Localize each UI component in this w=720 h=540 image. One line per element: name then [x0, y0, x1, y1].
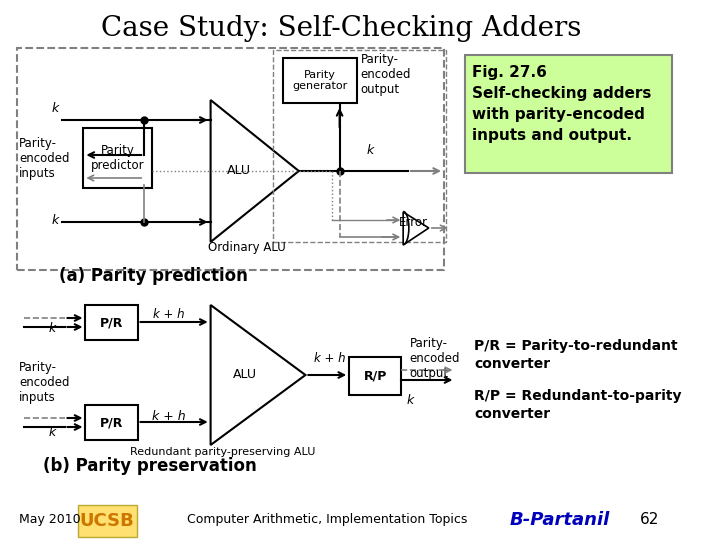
- FancyBboxPatch shape: [283, 58, 356, 103]
- Text: May 2010: May 2010: [19, 514, 80, 526]
- FancyBboxPatch shape: [86, 305, 138, 340]
- Text: Ordinary ALU: Ordinary ALU: [208, 241, 286, 254]
- Text: P/R: P/R: [100, 316, 123, 329]
- FancyBboxPatch shape: [86, 405, 138, 440]
- Text: R/P: R/P: [364, 369, 387, 382]
- FancyBboxPatch shape: [349, 357, 401, 395]
- Text: P/R: P/R: [100, 416, 123, 429]
- Text: k + h: k + h: [315, 352, 346, 365]
- Text: Computer Arithmetic, Implementation Topics: Computer Arithmetic, Implementation Topi…: [187, 514, 467, 526]
- Text: Fig. 27.6
Self-checking adders
with parity-encoded
inputs and output.: Fig. 27.6 Self-checking adders with pari…: [472, 65, 652, 143]
- Text: (a) Parity prediction: (a) Parity prediction: [59, 267, 248, 285]
- Text: Parity-
encoded
output: Parity- encoded output: [361, 53, 411, 97]
- Text: ALU: ALU: [227, 165, 251, 178]
- Text: Redundant parity-preserving ALU: Redundant parity-preserving ALU: [130, 447, 315, 457]
- FancyBboxPatch shape: [78, 505, 137, 537]
- Text: P/R = Parity-to-redundant
converter: P/R = Parity-to-redundant converter: [474, 339, 678, 371]
- Text: Error: Error: [398, 215, 428, 228]
- Polygon shape: [210, 100, 299, 242]
- Text: Parity-
encoded
output: Parity- encoded output: [410, 336, 460, 380]
- Text: k: k: [406, 394, 413, 407]
- Polygon shape: [210, 305, 305, 445]
- Text: k + h: k + h: [152, 409, 186, 422]
- Text: Case Study: Self-Checking Adders: Case Study: Self-Checking Adders: [102, 15, 582, 42]
- Text: Parity
predictor: Parity predictor: [91, 144, 145, 172]
- Text: k + h: k + h: [153, 307, 184, 321]
- Text: k: k: [51, 102, 58, 114]
- Text: B-Partanil: B-Partanil: [510, 511, 610, 529]
- Text: k: k: [51, 213, 58, 226]
- FancyBboxPatch shape: [84, 128, 152, 188]
- Text: k: k: [48, 321, 55, 334]
- Text: k: k: [366, 144, 374, 157]
- Text: ALU: ALU: [233, 368, 257, 381]
- Text: Parity-
encoded
inputs: Parity- encoded inputs: [19, 361, 69, 403]
- Text: Parity
generator: Parity generator: [292, 70, 347, 91]
- Text: Parity-
encoded
inputs: Parity- encoded inputs: [19, 137, 69, 179]
- Text: R/P = Redundant-to-parity
converter: R/P = Redundant-to-parity converter: [474, 389, 682, 421]
- Text: 62: 62: [640, 512, 660, 528]
- Text: k: k: [48, 426, 55, 438]
- Text: UCSB: UCSB: [80, 512, 135, 530]
- Text: (b) Parity preservation: (b) Parity preservation: [43, 457, 257, 475]
- FancyBboxPatch shape: [465, 55, 672, 173]
- Polygon shape: [403, 212, 429, 245]
